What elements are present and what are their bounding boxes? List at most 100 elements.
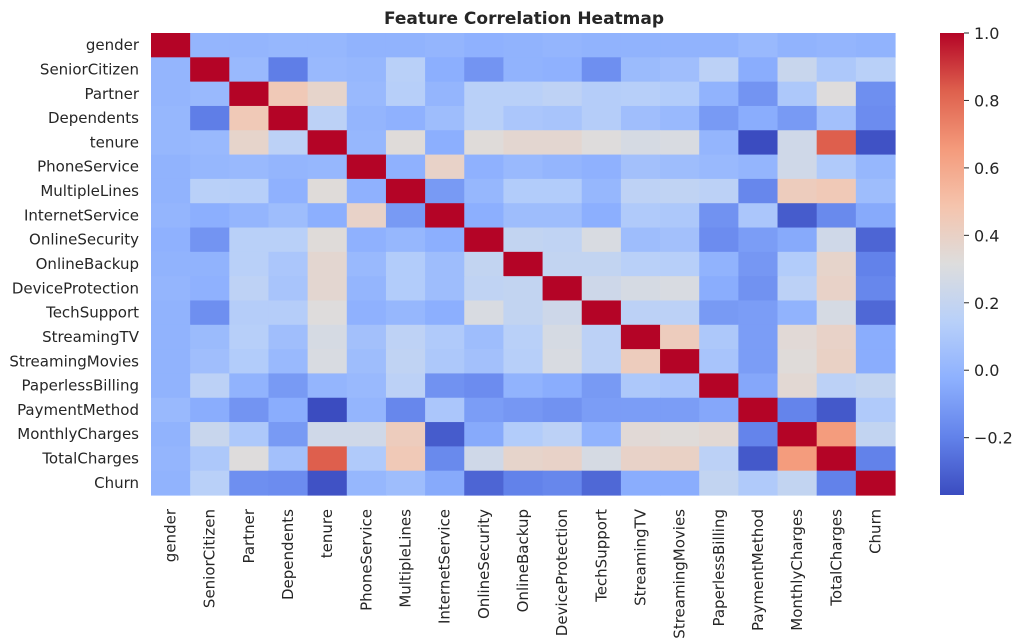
y-label-churn: Churn xyxy=(94,474,139,492)
cell-tech-support-multiple-lines xyxy=(385,300,426,326)
cell-multiple-lines-churn xyxy=(855,178,896,204)
cell-gender-streaming-movies xyxy=(660,33,700,58)
cell-tech-support-total-charges xyxy=(816,300,857,326)
cell-dependents-online-backup xyxy=(503,105,544,131)
cell-multiple-lines-tech-support xyxy=(581,178,622,204)
cell-monthly-charges-monthly-charges xyxy=(777,422,818,447)
cell-device-protection-online-security xyxy=(464,276,505,302)
cell-payment-method-senior-citizen xyxy=(190,397,230,423)
x-label-gender: gender xyxy=(162,508,180,562)
cell-churn-total-charges xyxy=(816,470,857,496)
cell-streaming-movies-tech-support xyxy=(581,349,622,375)
cell-partner-total-charges xyxy=(816,81,857,107)
cell-senior-citizen-internet-service xyxy=(425,57,465,83)
cell-online-security-online-security xyxy=(464,227,505,253)
x-label-monthly-charges: MonthlyCharges xyxy=(788,509,806,631)
y-label-senior-citizen: SeniorCitizen xyxy=(40,60,139,78)
colorbar-tick-label: −0.2 xyxy=(974,429,1013,448)
cell-phone-service-phone-service xyxy=(346,154,387,180)
cell-online-backup-streaming-tv xyxy=(620,251,661,277)
cell-online-security-multiple-lines xyxy=(385,227,426,253)
x-label-partner: Partner xyxy=(240,508,258,563)
cell-dependents-streaming-tv xyxy=(620,105,661,131)
cell-partner-gender xyxy=(151,81,191,107)
cell-streaming-movies-payment-method xyxy=(738,349,779,375)
y-axis-labels: gender SeniorCitizen Partner Dependents tenu… xyxy=(9,36,140,492)
cell-payment-method-paperless-billing xyxy=(699,397,739,423)
cell-streaming-tv-tenure xyxy=(307,324,348,350)
cell-senior-citizen-gender xyxy=(151,57,191,83)
cell-partner-internet-service xyxy=(425,81,465,107)
cell-streaming-movies-internet-service xyxy=(425,349,465,375)
cell-churn-churn xyxy=(855,470,896,496)
cell-online-backup-online-security xyxy=(464,251,505,277)
cell-total-charges-tenure xyxy=(307,446,348,472)
y-label-total-charges: TotalCharges xyxy=(41,450,139,468)
cell-monthly-charges-online-security xyxy=(464,422,505,447)
y-label-online-backup: OnlineBackup xyxy=(36,255,139,273)
x-axis-labels: gender SeniorCitizen Partner Dependents tenu… xyxy=(162,508,885,639)
cell-dependents-tenure xyxy=(307,105,348,131)
cell-streaming-movies-tenure xyxy=(307,349,348,375)
heatmap-cells xyxy=(151,33,896,496)
cell-dependents-paperless-billing xyxy=(699,105,739,131)
cell-tech-support-internet-service xyxy=(425,300,465,326)
cell-internet-service-phone-service xyxy=(346,203,387,229)
cell-device-protection-monthly-charges xyxy=(777,276,818,302)
cell-partner-paperless-billing xyxy=(699,81,739,107)
cell-partner-monthly-charges xyxy=(777,81,818,107)
x-label-internet-service: InternetService xyxy=(436,509,454,624)
cell-churn-partner xyxy=(229,470,270,496)
cell-senior-citizen-senior-citizen xyxy=(190,57,230,83)
cell-tenure-total-charges xyxy=(816,130,857,156)
cell-churn-payment-method xyxy=(738,470,779,496)
y-label-gender: gender xyxy=(86,36,140,54)
cell-paperless-billing-paperless-billing xyxy=(699,373,739,399)
x-label-multiple-lines: MultipleLines xyxy=(397,509,415,608)
cell-churn-internet-service xyxy=(425,470,465,496)
cell-payment-method-total-charges xyxy=(816,397,857,423)
cell-phone-service-tech-support xyxy=(581,154,622,180)
cell-online-security-online-backup xyxy=(503,227,544,253)
cell-total-charges-total-charges xyxy=(816,446,857,472)
y-label-multiple-lines: MultipleLines xyxy=(40,182,139,200)
x-label-churn: Churn xyxy=(866,509,884,554)
cell-tenure-online-backup xyxy=(503,130,544,156)
cell-partner-tech-support xyxy=(581,81,622,107)
cell-dependents-device-protection xyxy=(542,105,583,131)
cell-phone-service-senior-citizen xyxy=(190,154,230,180)
cell-device-protection-dependents xyxy=(268,276,309,302)
cell-senior-citizen-dependents xyxy=(268,57,309,83)
cell-total-charges-paperless-billing xyxy=(699,446,739,472)
cell-total-charges-churn xyxy=(855,446,896,472)
cell-phone-service-payment-method xyxy=(738,154,779,180)
x-label-senior-citizen: SeniorCitizen xyxy=(201,509,219,608)
cell-churn-online-backup xyxy=(503,470,544,496)
cell-phone-service-multiple-lines xyxy=(385,154,426,180)
cell-total-charges-streaming-movies xyxy=(660,446,700,472)
cell-streaming-tv-partner xyxy=(229,324,270,350)
cell-paperless-billing-streaming-movies xyxy=(660,373,700,399)
cell-gender-senior-citizen xyxy=(190,33,230,58)
cell-paperless-billing-monthly-charges xyxy=(777,373,818,399)
cell-total-charges-dependents xyxy=(268,446,309,472)
cell-tenure-dependents xyxy=(268,130,309,156)
cell-dependents-multiple-lines xyxy=(385,105,426,131)
cell-monthly-charges-phone-service xyxy=(346,422,387,447)
cell-multiple-lines-streaming-tv xyxy=(620,178,661,204)
cell-gender-gender xyxy=(151,33,191,58)
cell-online-security-monthly-charges xyxy=(777,227,818,253)
cell-phone-service-internet-service xyxy=(425,154,465,180)
cell-streaming-tv-device-protection xyxy=(542,324,583,350)
cell-paperless-billing-phone-service xyxy=(346,373,387,399)
cell-gender-tech-support xyxy=(581,33,622,58)
cell-tenure-online-security xyxy=(464,130,505,156)
cell-multiple-lines-payment-method xyxy=(738,178,779,204)
cell-paperless-billing-tenure xyxy=(307,373,348,399)
colorbar-tick-label: 0.0 xyxy=(974,361,999,380)
cell-multiple-lines-phone-service xyxy=(346,178,387,204)
cell-dependents-phone-service xyxy=(346,105,387,131)
cell-tech-support-online-security xyxy=(464,300,505,326)
cell-tech-support-tech-support xyxy=(581,300,622,326)
cell-total-charges-gender xyxy=(151,446,191,472)
